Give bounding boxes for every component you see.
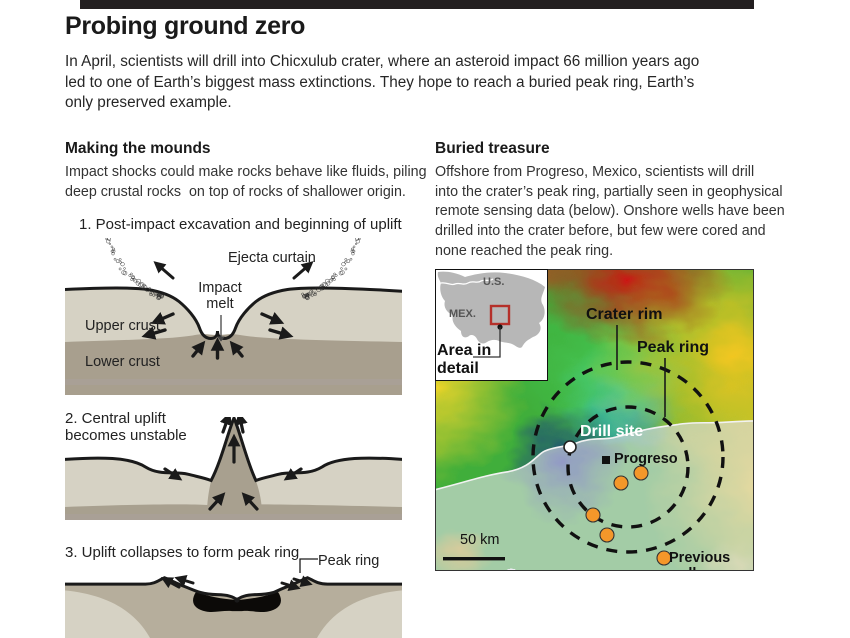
svg-text:U.S.: U.S.: [483, 276, 504, 288]
svg-text:MEX.: MEX.: [449, 308, 476, 320]
